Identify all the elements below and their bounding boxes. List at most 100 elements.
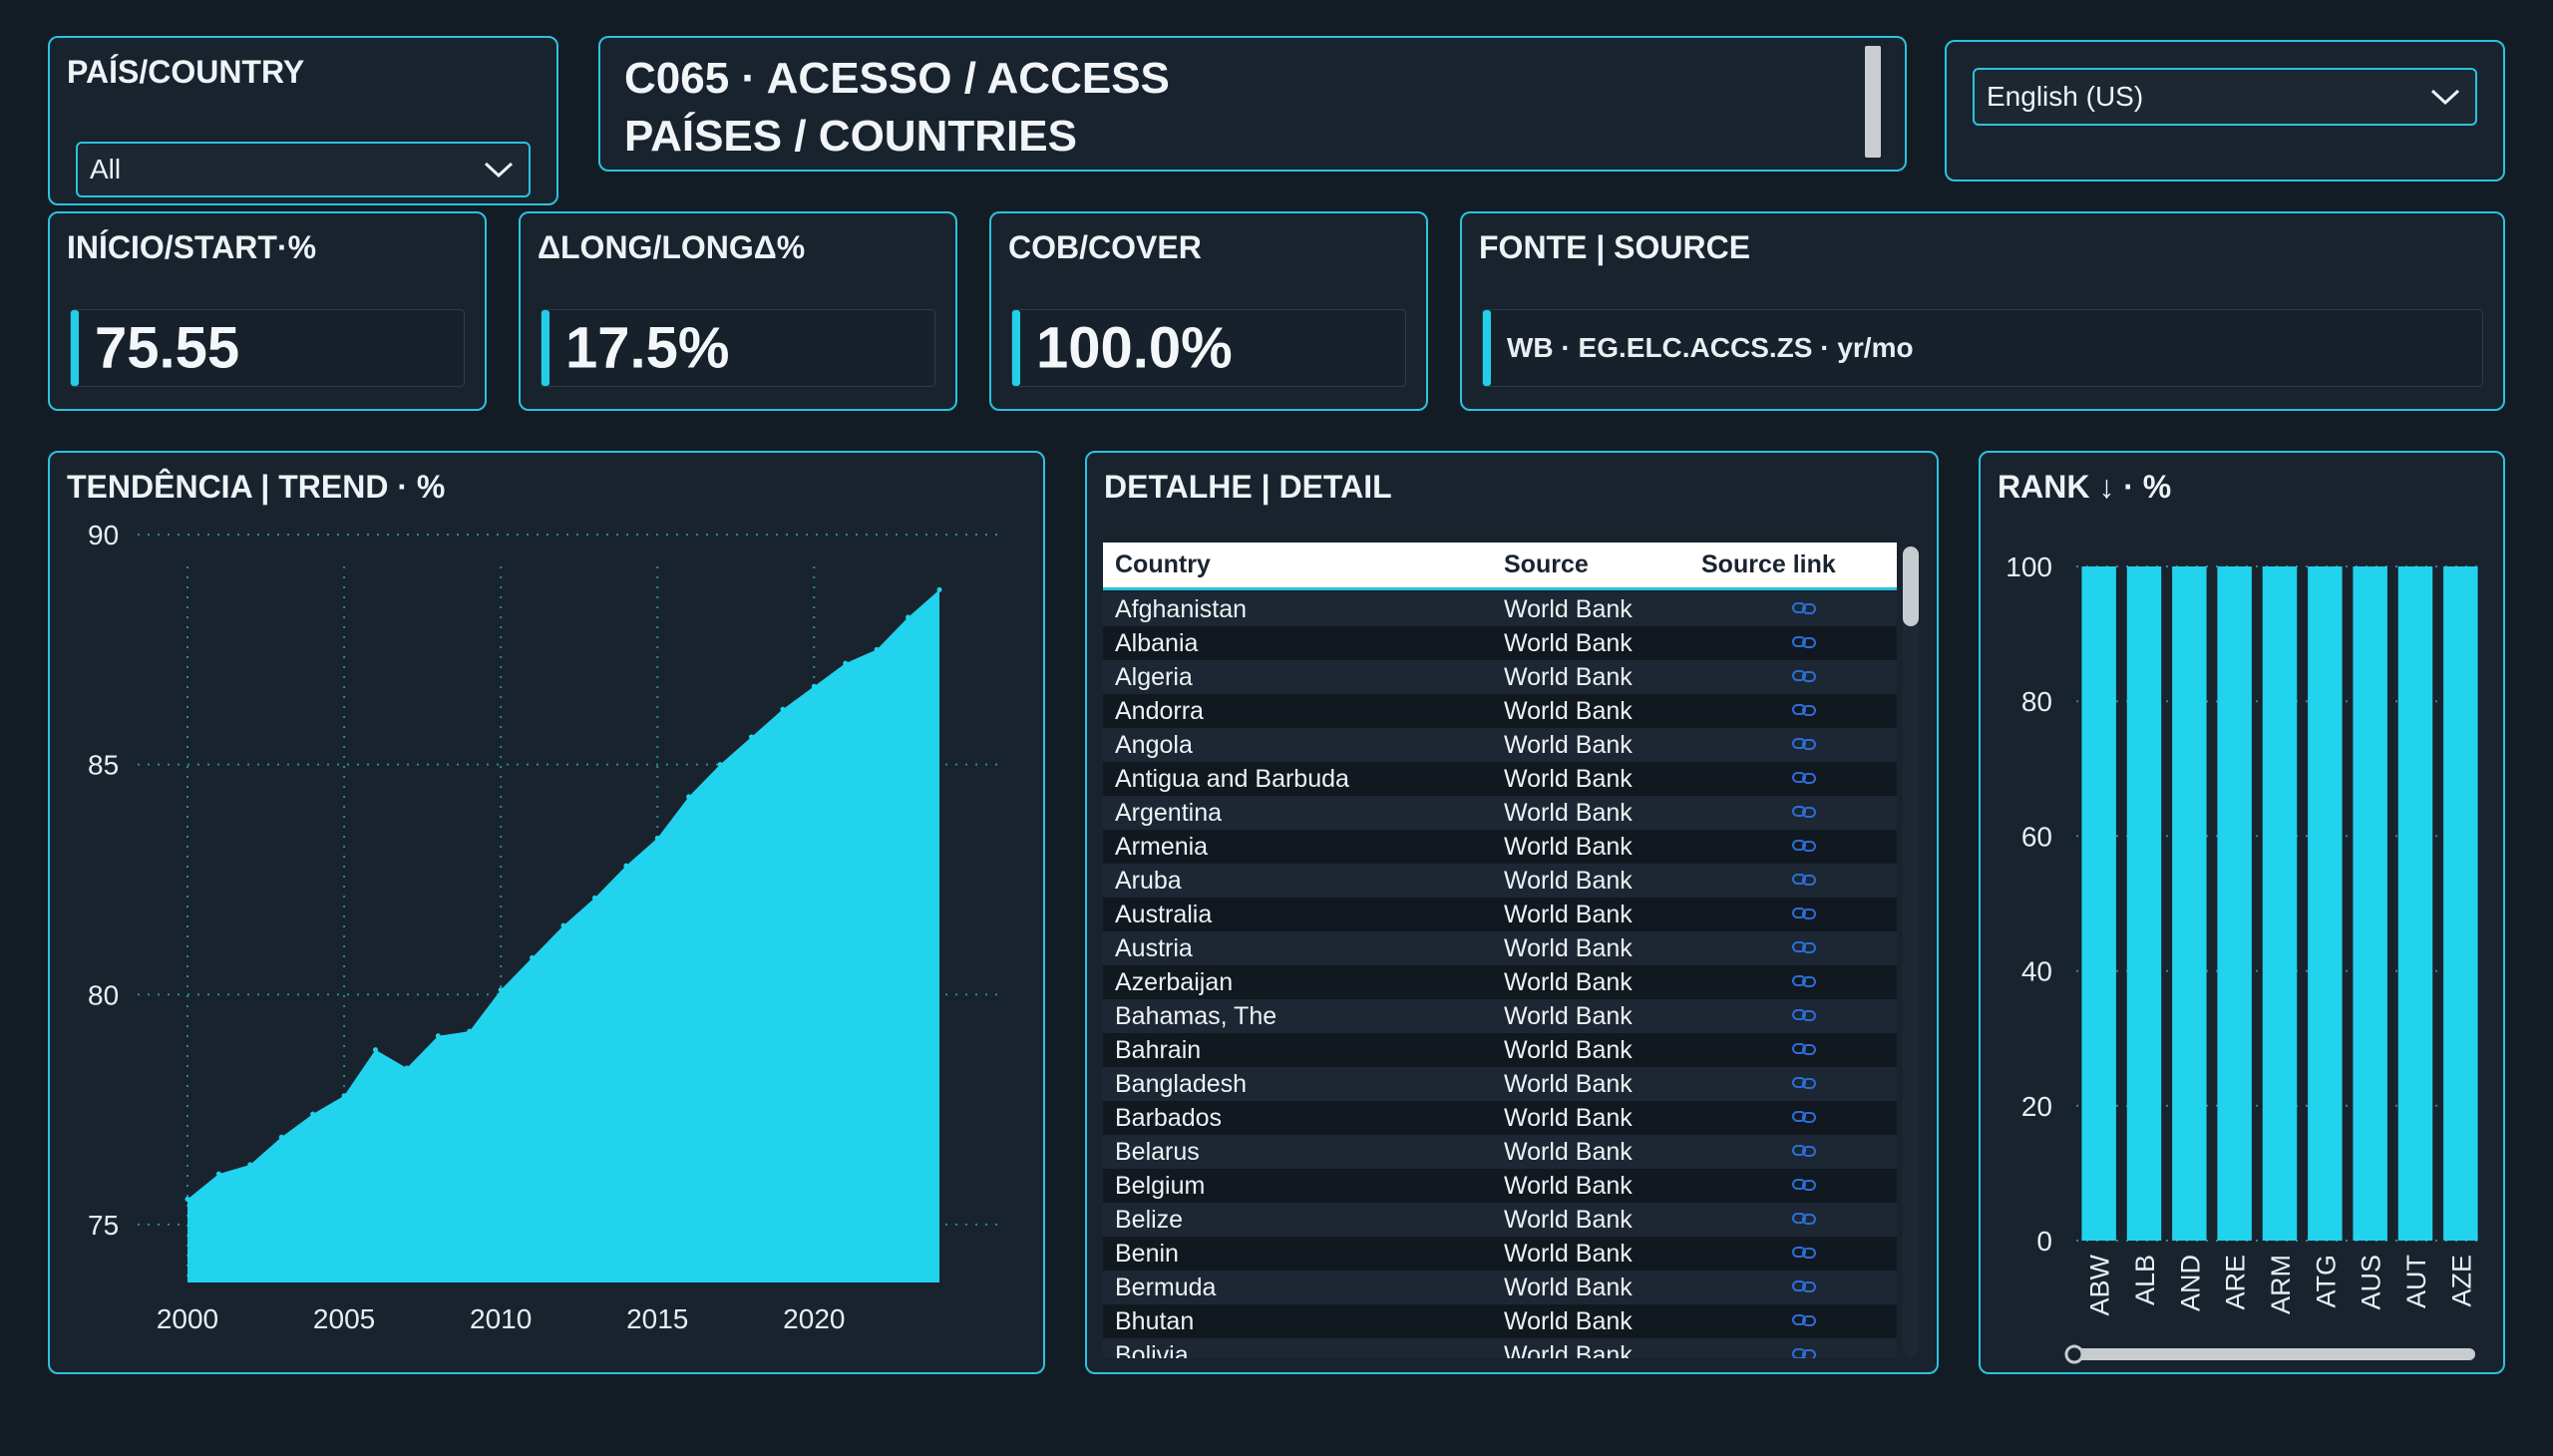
table-row[interactable]: Aruba World Bank (1103, 864, 1897, 898)
y-tick-label: 80 (88, 979, 119, 1010)
table-row[interactable]: Bhutan World Bank (1103, 1304, 1897, 1338)
table-row[interactable]: Antigua and Barbuda World Bank (1103, 762, 1897, 796)
link-icon[interactable] (1791, 1176, 1817, 1194)
cell-source: World Bank (1504, 833, 1633, 861)
trend-point (435, 1033, 441, 1039)
link-icon[interactable] (1791, 938, 1817, 956)
report-header-panel: C065 · ACESSO / ACCESS PAÍSES / COUNTRIE… (598, 36, 1907, 172)
kpi-title: COB/COVER (1008, 229, 1202, 265)
table-row[interactable]: Bermuda World Bank (1103, 1271, 1897, 1304)
trend-point (906, 614, 912, 620)
language-dropdown[interactable]: English (US) (1973, 68, 2477, 126)
table-row[interactable]: Andorra World Bank (1103, 694, 1897, 728)
trend-point (467, 1028, 473, 1034)
table-row[interactable]: Bahamas, The World Bank (1103, 999, 1897, 1033)
table-row[interactable]: Argentina World Bank (1103, 796, 1897, 830)
link-icon[interactable] (1791, 735, 1817, 753)
table-row[interactable]: Afghanistan World Bank (1103, 592, 1897, 626)
link-icon[interactable] (1791, 1040, 1817, 1058)
trend-chart-title: TENDÊNCIA | TREND · % (67, 469, 446, 505)
trend-point (936, 586, 942, 592)
link-icon[interactable] (1791, 599, 1817, 617)
source-value: WB · EG.ELC.ACCS.ZS · yr/mo (1507, 332, 1914, 363)
table-row[interactable]: Algeria World Bank (1103, 660, 1897, 694)
link-icon[interactable] (1791, 837, 1817, 855)
link-icon[interactable] (1791, 905, 1817, 922)
cell-source: World Bank (1504, 799, 1633, 827)
table-row[interactable]: Barbados World Bank (1103, 1101, 1897, 1135)
cell-country: Belize (1115, 1206, 1184, 1234)
detail-table-title: DETALHE | DETAIL (1104, 469, 1392, 505)
table-row[interactable]: Armenia World Bank (1103, 830, 1897, 864)
table-row[interactable]: Austria World Bank (1103, 931, 1897, 965)
header-scrollbar[interactable] (1865, 46, 1881, 158)
cell-source: World Bank (1504, 697, 1633, 725)
link-icon[interactable] (1791, 1074, 1817, 1092)
table-scrollbar-track[interactable] (1903, 546, 1919, 1356)
cell-country: Bangladesh (1115, 1070, 1248, 1098)
link-icon[interactable] (1791, 1345, 1817, 1358)
table-row[interactable]: Benin World Bank (1103, 1237, 1897, 1271)
column-header-source-link[interactable]: Source link (1701, 550, 1836, 578)
table-row[interactable]: Belize World Bank (1103, 1203, 1897, 1237)
x-tick-label: ATG (2311, 1255, 2341, 1308)
cell-source: World Bank (1504, 1341, 1633, 1358)
cell-country: Bermuda (1115, 1274, 1217, 1301)
link-icon[interactable] (1791, 1006, 1817, 1024)
cell-country: Algeria (1115, 663, 1193, 691)
table-row[interactable]: Australia World Bank (1103, 898, 1897, 931)
link-icon[interactable] (1791, 1277, 1817, 1295)
table-row[interactable]: Angola World Bank (1103, 728, 1897, 762)
cell-source: World Bank (1504, 663, 1633, 691)
country-slicer-panel: PAÍS/COUNTRY All (48, 36, 558, 205)
link-icon[interactable] (1791, 1244, 1817, 1262)
table-row[interactable]: Bahrain World Bank (1103, 1033, 1897, 1067)
y-tick-label: 90 (88, 520, 119, 550)
cell-source: World Bank (1504, 731, 1633, 759)
y-tick-label: 75 (88, 1210, 119, 1241)
table-row[interactable]: Belgium World Bank (1103, 1169, 1897, 1203)
link-icon[interactable] (1791, 1108, 1817, 1126)
table-row[interactable]: Albania World Bank (1103, 626, 1897, 660)
link-icon[interactable] (1791, 701, 1817, 719)
column-header-source[interactable]: Source (1504, 550, 1589, 578)
x-tick-label: ABW (2085, 1254, 2115, 1315)
cell-country: Bahrain (1115, 1036, 1202, 1064)
table-row[interactable]: Azerbaijan World Bank (1103, 965, 1897, 999)
link-icon[interactable] (1791, 667, 1817, 685)
rank-bar (2081, 566, 2116, 1241)
column-header-country[interactable]: Country (1115, 550, 1211, 578)
link-icon[interactable] (1791, 1311, 1817, 1329)
cell-country: Armenia (1115, 833, 1209, 861)
link-icon[interactable] (1791, 871, 1817, 889)
cell-country: Argentina (1115, 799, 1223, 827)
kpi-title: INÍCIO/START·% (67, 229, 317, 265)
table-row[interactable]: Belarus World Bank (1103, 1135, 1897, 1169)
rank-bar (2172, 566, 2207, 1241)
y-tick-label: 0 (2036, 1226, 2052, 1257)
country-dropdown[interactable]: All (76, 142, 531, 197)
cell-source: World Bank (1504, 1274, 1633, 1301)
cell-country: Barbados (1115, 1104, 1223, 1132)
table-header: Country Source Source link (1103, 543, 1897, 590)
cell-source: World Bank (1504, 968, 1633, 996)
kpi-accent-bar (542, 310, 549, 386)
cell-country: Albania (1115, 629, 1199, 657)
kpi-card-start: INÍCIO/START·% 75.55 (48, 211, 487, 411)
trend-point (811, 683, 817, 689)
table-row[interactable]: Bolivia World Bank (1103, 1338, 1897, 1358)
link-icon[interactable] (1791, 1142, 1817, 1160)
cell-source: World Bank (1504, 934, 1633, 962)
rank-bar (2443, 566, 2478, 1241)
link-icon[interactable] (1791, 803, 1817, 821)
link-icon[interactable] (1791, 972, 1817, 990)
trend-point (780, 706, 786, 712)
table-scrollbar-thumb[interactable] (1903, 546, 1919, 626)
y-tick-label: 60 (2021, 821, 2052, 852)
link-icon[interactable] (1791, 1210, 1817, 1228)
cell-source: World Bank (1504, 1206, 1633, 1234)
detail-table-panel: DETALHE | DETAIL Country Source Source l… (1085, 451, 1939, 1374)
link-icon[interactable] (1791, 633, 1817, 651)
table-row[interactable]: Bangladesh World Bank (1103, 1067, 1897, 1101)
link-icon[interactable] (1791, 769, 1817, 787)
